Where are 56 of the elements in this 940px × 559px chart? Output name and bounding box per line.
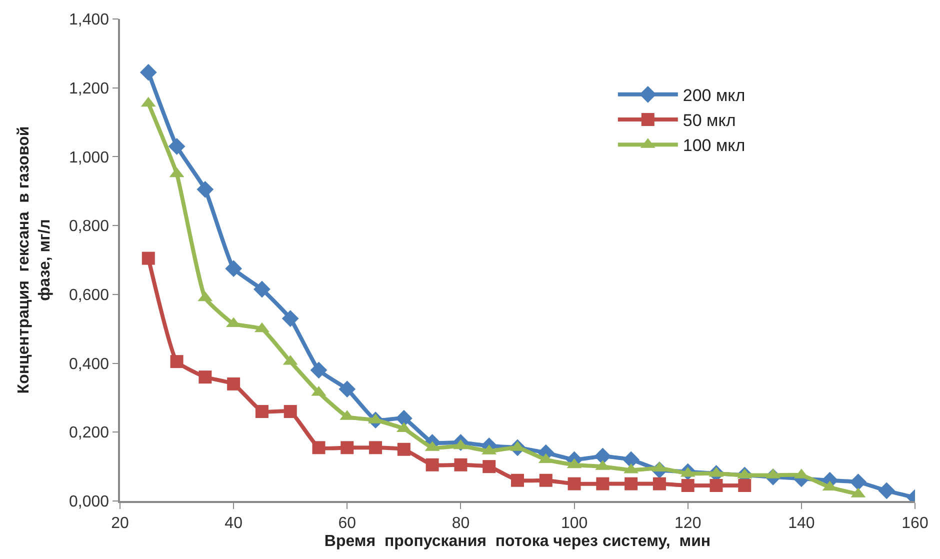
legend-label: 100 мкл	[682, 136, 746, 156]
y-tick-label: 0,000	[69, 494, 110, 511]
x-tick-label: 20	[111, 514, 129, 532]
y-axis-title: Концентрация гексана в газовой фазе, мг/л	[16, 126, 54, 394]
point	[850, 474, 867, 491]
legend-label: 50 мкл	[682, 111, 736, 130]
y-tick-label: 0,800	[69, 218, 110, 236]
point	[738, 479, 752, 492]
point	[568, 477, 581, 490]
point	[426, 458, 439, 472]
point	[254, 280, 270, 298]
y-tick-label: 1,400	[69, 12, 110, 29]
point	[227, 377, 240, 390]
point	[170, 355, 184, 368]
point	[397, 442, 410, 456]
point	[312, 441, 326, 454]
point	[622, 451, 640, 468]
y-tick-label: 1,000	[69, 149, 110, 166]
y-tick-label: 0,600	[69, 287, 110, 304]
x-tick-label: 80	[452, 514, 470, 532]
y-tick-label: 0,400	[69, 356, 110, 373]
point	[340, 441, 354, 454]
y-tick-label: 0,200	[69, 424, 110, 442]
point	[681, 479, 694, 492]
point	[198, 370, 212, 384]
x-tick-label: 120	[674, 514, 702, 532]
point	[282, 310, 299, 327]
point	[284, 404, 297, 418]
point	[369, 441, 382, 454]
point	[454, 458, 468, 472]
point	[338, 380, 356, 398]
point	[482, 460, 496, 474]
point	[395, 410, 412, 427]
point	[594, 448, 612, 465]
point	[196, 180, 214, 198]
point	[596, 477, 610, 490]
point	[225, 260, 242, 278]
legend-label: 200 мкл	[682, 86, 746, 106]
x-tick-label: 40	[224, 514, 243, 532]
x-tick-label: 60	[338, 514, 356, 532]
x-tick-label: 100	[560, 514, 588, 532]
point	[511, 474, 524, 487]
point	[255, 404, 268, 418]
point	[142, 252, 155, 265]
point	[140, 64, 157, 81]
point	[168, 138, 186, 155]
point	[310, 362, 328, 379]
y-tick-label: 1,200	[69, 80, 110, 98]
point	[624, 477, 638, 490]
point	[710, 479, 723, 492]
point	[878, 482, 896, 500]
point	[652, 477, 666, 490]
x-tick-label: 140	[788, 514, 815, 532]
point	[539, 474, 552, 487]
x-tick-label: 160	[902, 514, 928, 532]
x-axis-title: Время пропускания потока через систему, мин	[324, 533, 711, 550]
